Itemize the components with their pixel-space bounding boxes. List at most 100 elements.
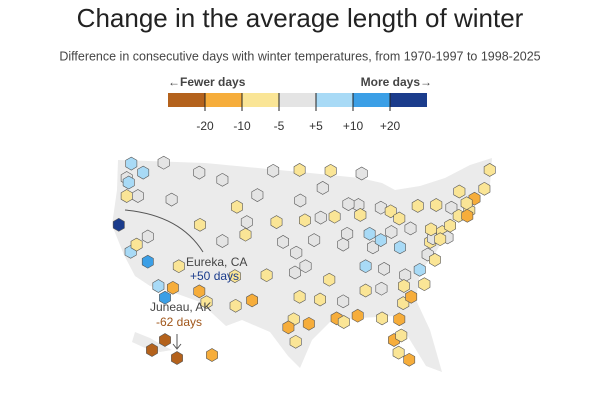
station-hex — [282, 320, 295, 335]
station-hex — [231, 199, 243, 214]
station-hex — [323, 272, 336, 287]
legend-swatch — [168, 93, 205, 107]
station-hex — [171, 351, 183, 365]
station-hex — [157, 155, 170, 170]
station-hex — [194, 217, 206, 232]
station-hex — [314, 292, 326, 307]
station-hex — [277, 235, 289, 249]
station-hex — [411, 199, 424, 213]
station-hex — [193, 284, 206, 299]
station-hex — [216, 234, 229, 248]
station-hex — [351, 308, 364, 323]
legend-right-label: More days→ — [361, 75, 432, 89]
station-hex — [172, 259, 185, 274]
station-hex — [413, 262, 426, 277]
station-hex — [302, 316, 315, 331]
station-hex — [460, 196, 473, 211]
station-hex — [483, 163, 496, 177]
chart-subtitle: Difference in consecutive days with wint… — [59, 49, 540, 63]
station-hex — [392, 345, 405, 360]
station-hex — [229, 269, 241, 283]
station-hex — [316, 181, 329, 195]
station-hex — [337, 315, 350, 329]
legend-swatch — [205, 93, 242, 107]
station-hex — [216, 172, 229, 187]
station-hex — [434, 232, 447, 247]
legend-tick-label: +5 — [309, 119, 323, 133]
station-hex — [290, 245, 303, 260]
alaska-outline — [132, 332, 172, 352]
station-hex — [453, 184, 466, 199]
station-hex — [270, 215, 283, 229]
station-hex — [308, 233, 321, 247]
station-hex — [229, 298, 242, 313]
station-hex — [385, 225, 398, 239]
station-hex — [137, 165, 150, 180]
station-hex — [376, 311, 388, 326]
chart-title: Change in the average length of winter — [77, 3, 524, 33]
station-hex — [141, 254, 154, 269]
station-hex — [239, 227, 252, 242]
station-hex — [374, 233, 387, 247]
station-hex — [267, 163, 280, 178]
annotation-line — [124, 209, 204, 253]
station-hex — [375, 281, 388, 296]
station-hex — [341, 226, 354, 241]
station-hex — [246, 293, 258, 308]
station-hex — [342, 197, 355, 211]
station-hex — [398, 279, 410, 293]
station-hex — [206, 348, 218, 362]
station-hex — [328, 209, 341, 224]
annotation-change: +50 days — [190, 269, 239, 283]
station-hex — [395, 328, 408, 343]
legend-tick-label: -20 — [196, 119, 214, 133]
station-hex — [337, 237, 350, 252]
station-hex — [430, 198, 443, 212]
legend-swatch — [316, 93, 353, 107]
station-hex — [384, 204, 397, 219]
legend-swatch — [353, 93, 390, 107]
legend-tick-label: -5 — [274, 119, 285, 133]
station-hex — [146, 343, 158, 357]
annotation-change: -62 days — [156, 315, 202, 329]
station-hex — [159, 333, 171, 347]
station-hex — [200, 295, 213, 310]
station-hex — [404, 221, 417, 236]
station-hex — [429, 253, 441, 267]
legend-swatch — [390, 93, 427, 107]
station-hex — [289, 334, 302, 349]
legend-tick-label: +10 — [343, 119, 364, 133]
station-hex — [299, 259, 312, 274]
station-hex — [314, 210, 327, 225]
station-hex — [378, 262, 390, 276]
station-hex — [251, 188, 264, 202]
station-hex — [293, 163, 306, 177]
station-hex — [132, 189, 144, 203]
station-hex — [122, 175, 135, 190]
station-hex — [355, 166, 368, 181]
station-hex — [152, 279, 165, 293]
station-hex — [193, 165, 206, 180]
station-hex — [359, 283, 372, 298]
station-hex — [141, 229, 154, 244]
station-hex — [461, 208, 474, 223]
legend-left-label: ←Fewer days — [168, 75, 246, 89]
legend-swatch — [279, 93, 316, 107]
annotation-arrow — [172, 334, 182, 350]
station-hex — [112, 217, 125, 232]
station-hex — [293, 289, 306, 304]
annotation-place: Juneau, AK — [150, 300, 211, 314]
station-hex — [405, 289, 418, 304]
station-hex — [337, 294, 350, 309]
station-hex — [167, 280, 179, 295]
station-hex — [445, 200, 458, 215]
station-hex — [478, 181, 491, 196]
station-hex — [425, 222, 437, 237]
station-hex — [354, 208, 367, 222]
station-hex — [324, 163, 337, 178]
station-hex — [125, 156, 138, 171]
station-hex — [403, 352, 416, 367]
station-hex — [418, 277, 431, 292]
